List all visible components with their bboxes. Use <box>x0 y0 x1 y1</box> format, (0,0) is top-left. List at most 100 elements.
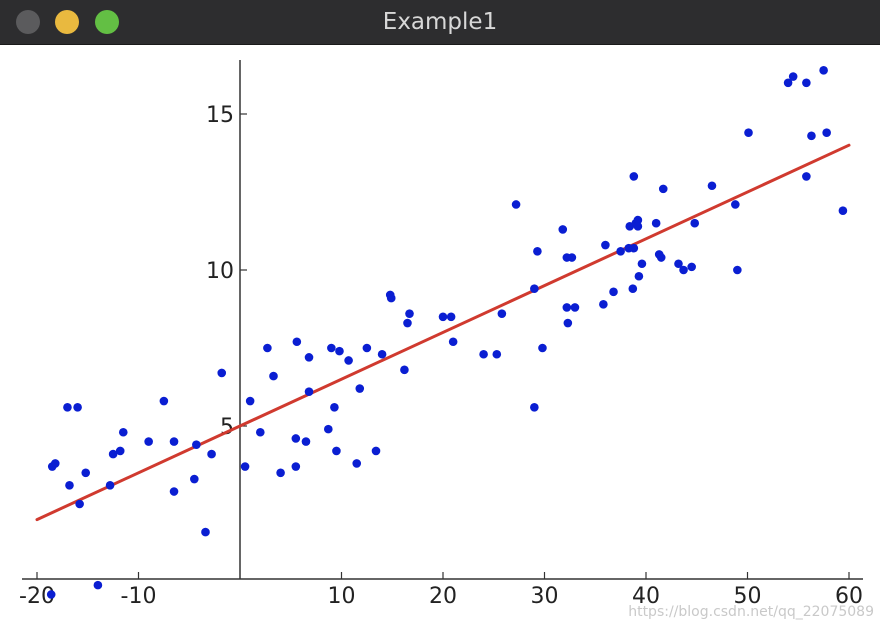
data-point <box>802 78 811 88</box>
data-point <box>217 368 227 378</box>
data-point <box>344 356 353 365</box>
data-point <box>492 349 502 359</box>
x-tick-label: 50 <box>734 584 762 609</box>
data-point <box>291 462 301 471</box>
data-point <box>50 459 60 468</box>
data-point <box>629 243 639 253</box>
data-point <box>304 387 314 396</box>
data-point <box>558 225 568 234</box>
data-point <box>144 437 153 446</box>
maximize-window-button[interactable] <box>95 10 119 34</box>
data-point <box>352 459 362 468</box>
data-point <box>530 284 539 294</box>
data-point <box>355 384 365 393</box>
data-point <box>687 262 696 272</box>
data-point <box>403 318 412 328</box>
data-point <box>93 580 103 590</box>
data-point <box>301 437 311 446</box>
y-tick-label: 5 <box>220 415 234 440</box>
data-point <box>690 218 700 228</box>
x-tick-label: 30 <box>531 584 559 609</box>
x-tick-label: 10 <box>328 584 356 609</box>
close-window-button[interactable] <box>16 10 40 34</box>
minimize-window-button[interactable] <box>55 10 79 34</box>
data-point <box>362 343 372 353</box>
data-point <box>601 240 610 250</box>
data-point <box>169 437 179 446</box>
data-point <box>562 303 572 312</box>
data-point <box>497 309 507 318</box>
data-point <box>169 487 179 496</box>
data-point <box>292 337 302 347</box>
title-bar: Example1 <box>0 0 880 45</box>
data-point <box>400 365 409 375</box>
data-point <box>192 440 201 450</box>
data-point <box>255 427 265 437</box>
data-point <box>81 468 91 478</box>
data-point <box>731 200 740 209</box>
data-point <box>538 343 547 353</box>
data-point <box>819 66 828 75</box>
x-tick-label: -10 <box>121 584 157 609</box>
data-point <box>530 402 539 412</box>
y-tick-label: 10 <box>206 259 234 284</box>
data-point <box>533 246 542 256</box>
data-point <box>201 527 210 537</box>
data-point <box>335 346 344 356</box>
data-point <box>679 265 688 275</box>
data-point <box>788 72 798 81</box>
window-title: Example1 <box>382 9 498 35</box>
data-point <box>377 349 387 359</box>
data-point <box>108 449 118 459</box>
data-point <box>633 215 643 225</box>
data-point <box>330 402 339 412</box>
data-point <box>570 303 580 312</box>
data-point <box>511 200 521 209</box>
data-point <box>269 371 278 381</box>
data-point <box>658 184 668 194</box>
data-point <box>46 590 56 599</box>
data-point <box>115 446 125 456</box>
data-point <box>567 253 577 262</box>
data-point <box>263 343 272 353</box>
regression-line <box>35 143 851 522</box>
data-point <box>744 128 753 138</box>
data-point <box>118 427 128 437</box>
data-point <box>327 343 336 353</box>
data-point <box>159 396 169 406</box>
data-point <box>628 284 638 294</box>
data-point <box>656 253 666 262</box>
data-point <box>637 259 647 269</box>
data-point <box>63 402 72 412</box>
data-point <box>733 265 742 275</box>
data-point <box>276 468 285 478</box>
data-point <box>616 246 625 256</box>
data-point <box>599 300 608 309</box>
data-point <box>707 181 717 191</box>
data-point <box>405 309 414 318</box>
data-point <box>838 206 848 216</box>
data-point <box>633 222 643 231</box>
data-point <box>324 424 333 434</box>
data-point <box>563 318 573 328</box>
data-point <box>802 172 811 181</box>
data-point <box>240 462 250 471</box>
x-tick-label: 60 <box>835 584 863 609</box>
data-point <box>105 480 115 490</box>
y-tick-label: 15 <box>206 103 234 128</box>
data-point <box>245 396 255 406</box>
data-point <box>822 128 831 138</box>
data-point <box>446 312 456 322</box>
data-point <box>65 480 74 490</box>
data-point <box>332 446 341 456</box>
data-point <box>479 349 488 359</box>
data-point <box>448 337 458 347</box>
data-point <box>207 449 216 459</box>
data-point <box>291 434 301 443</box>
data-point <box>190 474 199 484</box>
data-point <box>629 172 639 181</box>
data-point <box>371 446 381 456</box>
data-point <box>386 293 396 303</box>
data-point <box>651 218 661 228</box>
